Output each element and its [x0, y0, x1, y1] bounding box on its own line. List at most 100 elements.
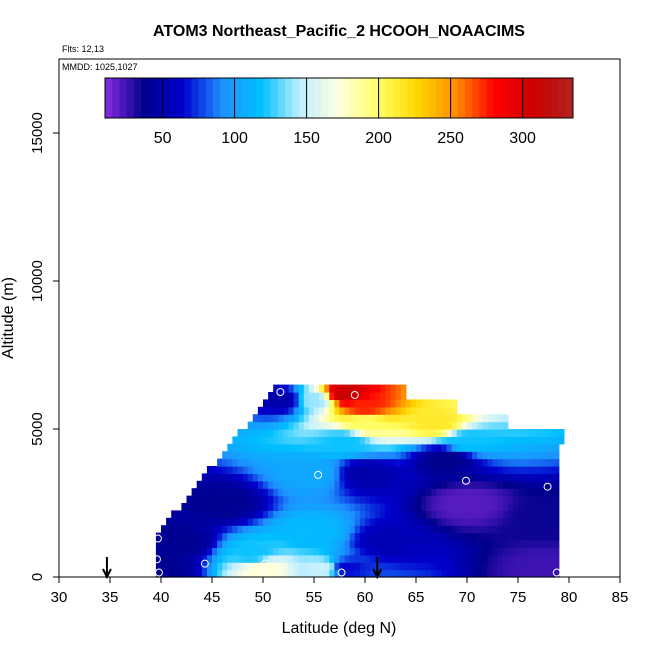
heatmap-cell — [273, 510, 279, 519]
heatmap-cell — [201, 562, 208, 571]
heatmap-cell — [512, 443, 519, 452]
heatmap-cell — [314, 429, 320, 437]
heatmap-cell — [548, 503, 555, 511]
heatmap-cell — [166, 525, 172, 534]
heatmap-cell — [477, 480, 483, 489]
heatmap-cell — [314, 510, 320, 519]
heatmap-cell — [405, 480, 412, 489]
heatmap-cell — [477, 569, 483, 578]
heatmap-cell — [375, 451, 381, 460]
heatmap-cell — [410, 466, 417, 474]
heatmap-cell — [283, 421, 290, 430]
heatmap-cell — [237, 488, 244, 497]
heatmap-cell — [405, 562, 412, 571]
heatmap-cell — [507, 540, 514, 548]
heatmap-cell — [416, 503, 422, 511]
heatmap-cell — [365, 473, 371, 482]
heatmap-cell — [206, 488, 213, 497]
heatmap-cell — [217, 458, 223, 467]
heatmap-cell — [405, 488, 412, 497]
heatmap-cell — [237, 443, 244, 452]
heatmap-cell — [370, 495, 376, 504]
heatmap-cell — [222, 473, 228, 482]
heatmap-cell — [349, 392, 356, 400]
heatmap-cell — [242, 510, 249, 519]
heatmap-cell — [268, 540, 274, 548]
heatmap-cell — [303, 488, 310, 497]
heatmap-cell — [523, 466, 529, 474]
heatmap-cell — [334, 421, 341, 430]
heatmap-cell — [283, 517, 290, 526]
heatmap-cell — [268, 554, 274, 563]
heatmap-cell — [247, 562, 254, 571]
heatmap-cell — [528, 429, 534, 437]
heatmap-cell — [166, 554, 172, 563]
heatmap-cell — [523, 480, 529, 489]
heatmap-cell — [354, 406, 361, 415]
heatmap-cell — [523, 429, 529, 437]
heatmap-cell — [314, 503, 320, 511]
heatmap-cell — [365, 554, 371, 563]
heatmap-cell — [456, 488, 463, 497]
heatmap-cell — [436, 547, 443, 556]
heatmap-cell — [329, 436, 335, 445]
heatmap-cell — [283, 480, 290, 489]
colorbar-segment — [141, 78, 149, 118]
heatmap-cell — [268, 547, 274, 556]
heatmap-cell — [365, 488, 371, 497]
heatmap-cell — [268, 517, 274, 526]
heatmap-cell — [268, 436, 274, 445]
heatmap-cell — [354, 466, 361, 474]
heatmap-cell — [365, 517, 371, 526]
heatmap-cell — [196, 532, 203, 541]
heatmap-cell — [441, 451, 448, 460]
x-tick-label: 85 — [612, 589, 629, 606]
heatmap-cell — [247, 480, 254, 489]
heatmap-cell — [314, 562, 320, 571]
heatmap-cell — [339, 495, 346, 504]
heatmap-cell — [400, 517, 407, 526]
heatmap-cell — [237, 517, 244, 526]
heatmap-cell — [370, 480, 376, 489]
heatmap-cell — [334, 503, 341, 511]
heatmap-cell — [405, 569, 412, 578]
heatmap-cell — [324, 554, 330, 563]
heatmap-cell — [548, 488, 555, 497]
heatmap-cell — [334, 569, 341, 578]
heatmap-cell — [482, 436, 488, 445]
heatmap-cell — [319, 406, 325, 415]
heatmap-cell — [467, 436, 473, 445]
heatmap-cell — [293, 547, 300, 556]
heatmap-cell — [451, 488, 458, 497]
heatmap-cell — [441, 406, 448, 415]
heatmap-cell — [487, 554, 494, 563]
heatmap-cell — [512, 480, 519, 489]
heatmap-cell — [487, 547, 494, 556]
heatmap-cell — [400, 414, 407, 423]
heatmap-cell — [375, 436, 381, 445]
heatmap-cell — [492, 540, 499, 548]
heatmap-cell — [533, 495, 539, 504]
heatmap-cell — [201, 473, 208, 482]
heatmap-cell — [303, 458, 310, 467]
heatmap-cell — [359, 510, 366, 519]
heatmap-cell — [416, 480, 422, 489]
heatmap-cell — [237, 525, 244, 534]
heatmap-cell — [370, 429, 376, 437]
dates-label: MMDD: 1025,1027 — [62, 62, 138, 72]
heatmap-cell — [227, 562, 233, 571]
heatmap-cell — [370, 488, 376, 497]
heatmap-cell — [472, 480, 478, 489]
heatmap-cell — [390, 384, 397, 393]
heatmap-cell — [283, 554, 290, 563]
heatmap-cell — [354, 392, 361, 400]
heatmap-cell — [421, 421, 427, 430]
heatmap-cell — [268, 458, 274, 467]
observation-point — [200, 559, 209, 568]
heatmap-cell — [155, 547, 162, 556]
heatmap-cell — [390, 525, 397, 534]
heatmap-cell — [497, 569, 504, 578]
heatmap-cell — [380, 436, 386, 445]
heatmap-cell — [252, 562, 259, 571]
heatmap-cell — [528, 473, 534, 482]
